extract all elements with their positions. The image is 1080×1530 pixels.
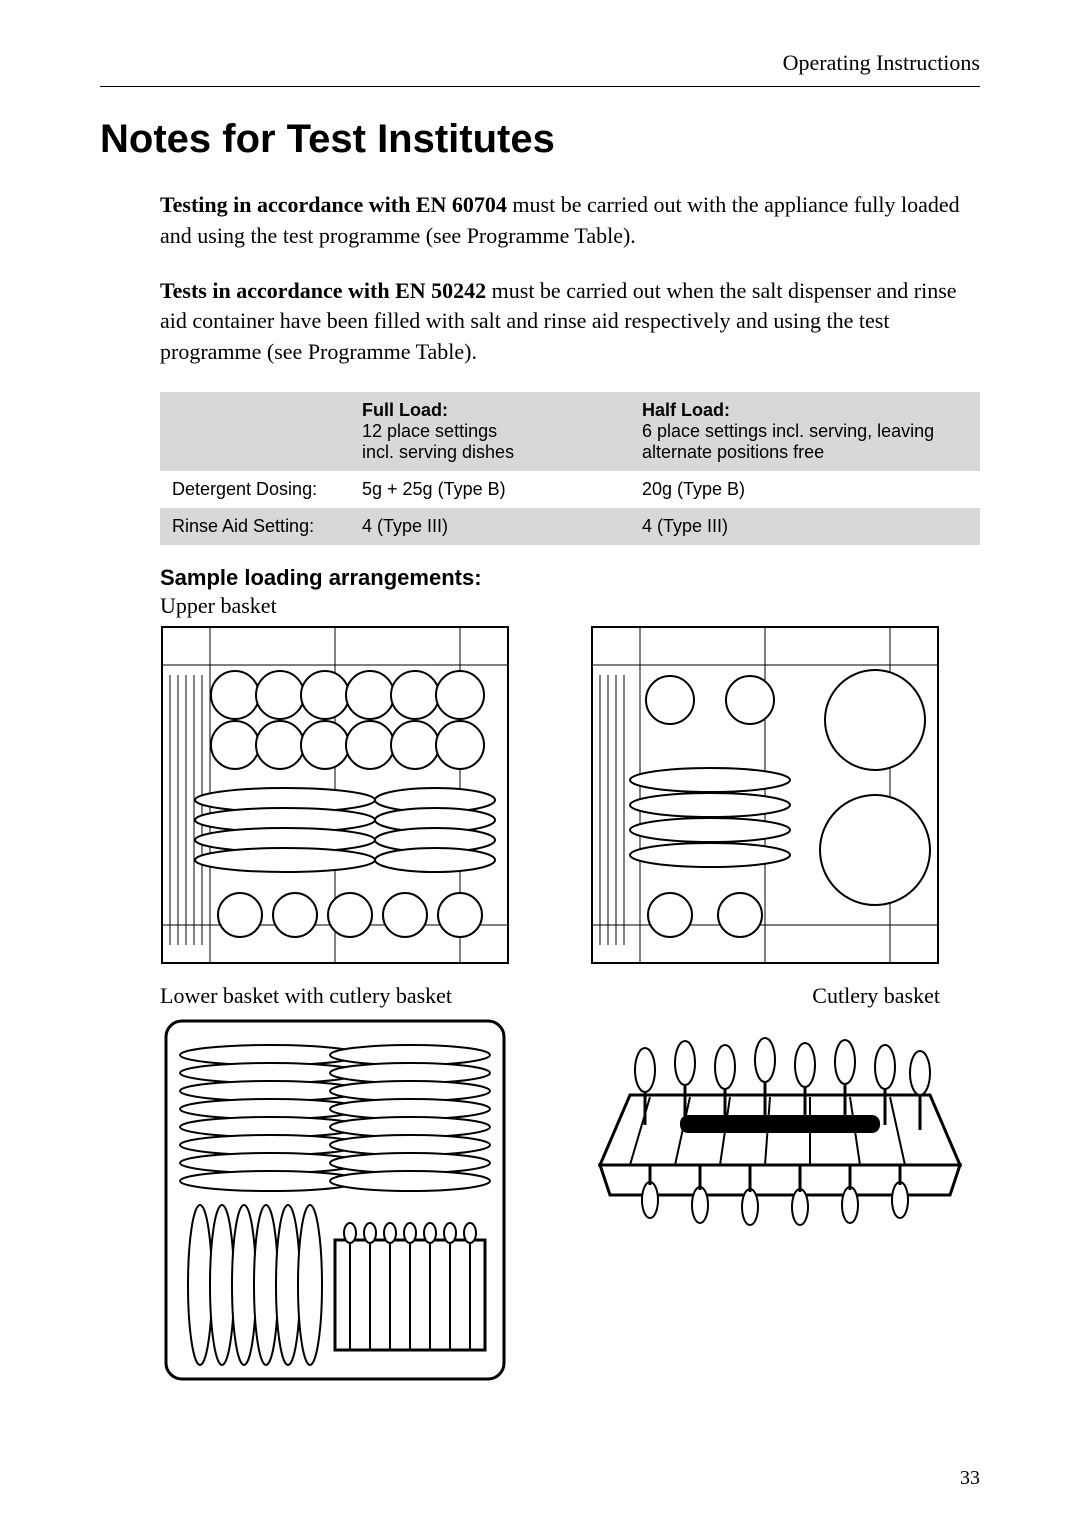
upper-basket-half-diagram — [590, 625, 940, 965]
lower-diagrams-row — [160, 1015, 980, 1385]
table-header-row: Full Load: 12 place settings incl. servi… — [160, 392, 980, 471]
page-number: 33 — [960, 1467, 980, 1490]
cutlery-basket-diagram — [590, 1015, 940, 1385]
sample-loading-heading: Sample loading arrangements: — [160, 565, 980, 591]
upper-diagrams-row — [160, 625, 980, 965]
table-cell-label: Detergent Dosing: — [160, 471, 350, 508]
table-header-full-title: Full Load: — [362, 400, 448, 420]
header-section: Operating Instructions — [783, 50, 980, 75]
table-row: Rinse Aid Setting: 4 (Type III) 4 (Type … — [160, 508, 980, 545]
table-cell-full: 5g + 25g (Type B) — [350, 471, 630, 508]
table-header-half: Half Load: 6 place settings incl. servin… — [630, 392, 980, 471]
table-header-empty — [160, 392, 350, 471]
paragraph-en60704-bold: Testing in accordance with EN 60704 — [160, 192, 507, 217]
table-header-half-sub2: alternate positions free — [642, 442, 824, 462]
page-header: Operating Instructions — [100, 50, 980, 87]
paragraph-en50242-bold: Tests in accordance with EN 50242 — [160, 278, 486, 303]
table-header-half-sub1: 6 place settings incl. serving, leaving — [642, 421, 934, 441]
table-header-half-title: Half Load: — [642, 400, 730, 420]
upper-basket-full-diagram — [160, 625, 510, 965]
load-settings-table: Full Load: 12 place settings incl. servi… — [160, 392, 980, 545]
table-header-full-sub2: incl. serving dishes — [362, 442, 514, 462]
lower-basket-diagram — [160, 1015, 510, 1385]
table-cell-half: 4 (Type III) — [630, 508, 980, 545]
table-header-full: Full Load: 12 place settings incl. servi… — [350, 392, 630, 471]
main-title: Notes for Test Institutes — [100, 117, 980, 162]
lower-basket-caption: Lower basket with cutlery basket — [160, 983, 510, 1009]
table-header-full-sub1: 12 place settings — [362, 421, 497, 441]
table-cell-half: 20g (Type B) — [630, 471, 980, 508]
table-row: Detergent Dosing: 5g + 25g (Type B) 20g … — [160, 471, 980, 508]
paragraph-en60704: Testing in accordance with EN 60704 must… — [160, 190, 980, 252]
upper-basket-caption: Upper basket — [160, 593, 980, 619]
cutlery-basket-caption: Cutlery basket — [590, 983, 940, 1009]
table-cell-full: 4 (Type III) — [350, 508, 630, 545]
lower-captions-row: Lower basket with cutlery basket Cutlery… — [160, 983, 980, 1009]
table-cell-label: Rinse Aid Setting: — [160, 508, 350, 545]
paragraph-en50242: Tests in accordance with EN 50242 must b… — [160, 276, 980, 368]
